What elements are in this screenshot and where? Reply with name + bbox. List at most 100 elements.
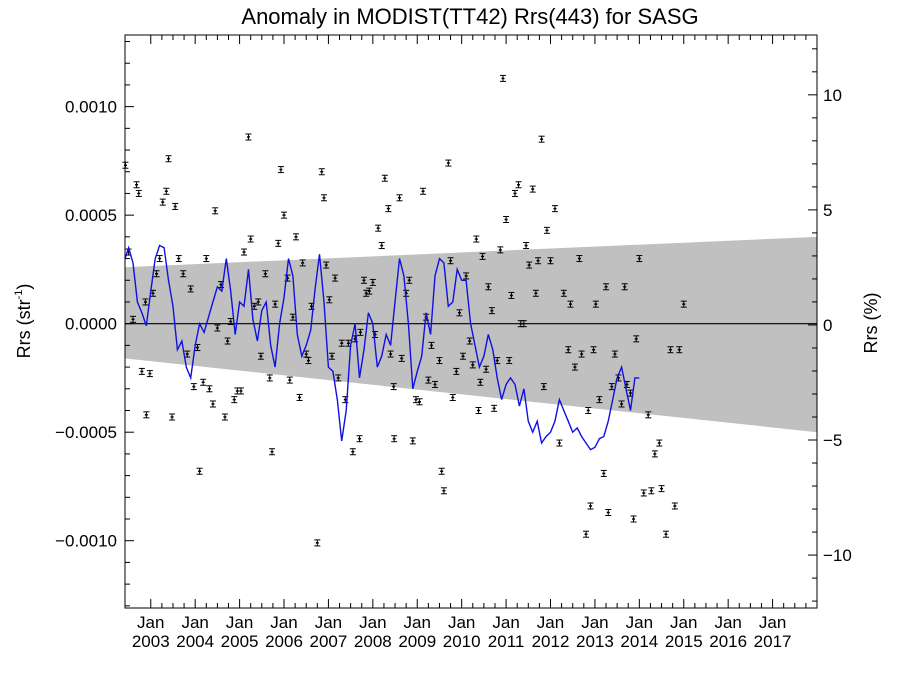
data-point bbox=[618, 400, 625, 408]
data-point bbox=[369, 278, 376, 286]
data-point bbox=[453, 367, 460, 375]
left-tick-label: −0.0005 bbox=[55, 423, 117, 442]
data-point bbox=[360, 276, 367, 284]
data-point bbox=[138, 367, 145, 375]
data-point bbox=[172, 202, 179, 210]
data-point bbox=[551, 205, 558, 213]
data-point bbox=[275, 239, 282, 247]
data-point bbox=[416, 398, 423, 406]
x-tick-month: Jan bbox=[492, 613, 519, 632]
data-point bbox=[523, 242, 530, 250]
data-point bbox=[335, 374, 342, 382]
data-point bbox=[567, 300, 574, 308]
data-point bbox=[135, 189, 142, 197]
x-tick-year: 2009 bbox=[398, 632, 436, 651]
x-tick-year: 2012 bbox=[532, 632, 570, 651]
data-point bbox=[396, 194, 403, 202]
y-axis-label-left: Rrs (str-1) bbox=[13, 284, 34, 359]
data-point bbox=[163, 187, 170, 195]
data-point bbox=[314, 539, 321, 547]
data-point bbox=[221, 413, 228, 421]
data-point bbox=[338, 339, 345, 347]
data-point bbox=[272, 300, 279, 308]
data-point bbox=[425, 376, 432, 384]
data-point bbox=[491, 404, 498, 412]
x-tick-month: Jan bbox=[137, 613, 164, 632]
data-point bbox=[391, 435, 398, 443]
data-point bbox=[349, 448, 356, 456]
y-axis-label-main: Rrs (str bbox=[14, 299, 34, 358]
data-point bbox=[284, 274, 291, 282]
data-point bbox=[511, 189, 518, 197]
data-point bbox=[583, 530, 590, 538]
data-point bbox=[680, 300, 687, 308]
data-point bbox=[289, 313, 296, 321]
x-tick-month: Jan bbox=[626, 613, 653, 632]
data-point bbox=[596, 396, 603, 404]
data-point bbox=[438, 467, 445, 475]
x-tick-year: 2008 bbox=[354, 632, 392, 651]
x-tick-year: 2005 bbox=[221, 632, 259, 651]
data-point bbox=[483, 365, 490, 373]
data-point bbox=[611, 350, 618, 358]
trend-band-area bbox=[125, 236, 817, 433]
data-point bbox=[676, 346, 683, 354]
data-point bbox=[149, 289, 156, 297]
data-point bbox=[326, 296, 333, 304]
data-point bbox=[547, 257, 554, 265]
data-point bbox=[440, 487, 447, 495]
data-point bbox=[445, 159, 452, 167]
data-point bbox=[540, 383, 547, 391]
data-point bbox=[269, 448, 276, 456]
data-point bbox=[633, 335, 640, 343]
x-tick-month: Jan bbox=[537, 613, 564, 632]
data-point bbox=[375, 224, 382, 232]
smoothed-series bbox=[124, 244, 640, 451]
data-point bbox=[320, 194, 327, 202]
right-tick-label: −5 bbox=[823, 431, 842, 450]
x-tick-year: 2017 bbox=[754, 632, 792, 651]
data-point bbox=[262, 270, 269, 278]
data-point bbox=[515, 181, 522, 189]
data-point bbox=[520, 320, 527, 328]
data-point bbox=[299, 259, 306, 267]
data-point bbox=[212, 207, 219, 215]
data-point bbox=[479, 252, 486, 260]
data-point bbox=[477, 378, 484, 386]
data-point bbox=[640, 489, 647, 497]
data-point bbox=[585, 406, 592, 414]
data-point bbox=[578, 350, 585, 358]
right-tick-label: −10 bbox=[823, 546, 852, 565]
data-point bbox=[636, 255, 643, 263]
data-point bbox=[420, 187, 427, 195]
data-point bbox=[363, 289, 370, 297]
data-point bbox=[209, 400, 216, 408]
trend-band bbox=[125, 236, 817, 433]
data-point bbox=[460, 352, 467, 360]
right-tick-label: 0 bbox=[823, 316, 832, 335]
x-tick-year: 2003 bbox=[132, 632, 170, 651]
data-point bbox=[398, 354, 405, 362]
y-axis-label-superscript: -1 bbox=[13, 290, 25, 300]
data-point bbox=[165, 155, 172, 163]
data-point bbox=[436, 357, 443, 365]
right-axis: 10 5 0 −5 −10 bbox=[808, 48, 852, 602]
x-tick-month: Jan bbox=[359, 613, 386, 632]
data-point bbox=[196, 467, 203, 475]
x-tick-month: Jan bbox=[226, 613, 253, 632]
data-point bbox=[508, 291, 515, 299]
data-point bbox=[497, 246, 504, 254]
data-point bbox=[605, 509, 612, 516]
data-point bbox=[224, 337, 231, 345]
data-point bbox=[648, 487, 655, 495]
data-point bbox=[180, 270, 187, 278]
x-tick-year: 2004 bbox=[176, 632, 214, 651]
data-point bbox=[603, 283, 610, 291]
x-tick-year: 2013 bbox=[576, 632, 614, 651]
x-tick-year: 2006 bbox=[265, 632, 303, 651]
data-point bbox=[323, 261, 330, 269]
data-point bbox=[535, 257, 542, 265]
data-point bbox=[190, 383, 197, 391]
data-point bbox=[286, 376, 293, 384]
